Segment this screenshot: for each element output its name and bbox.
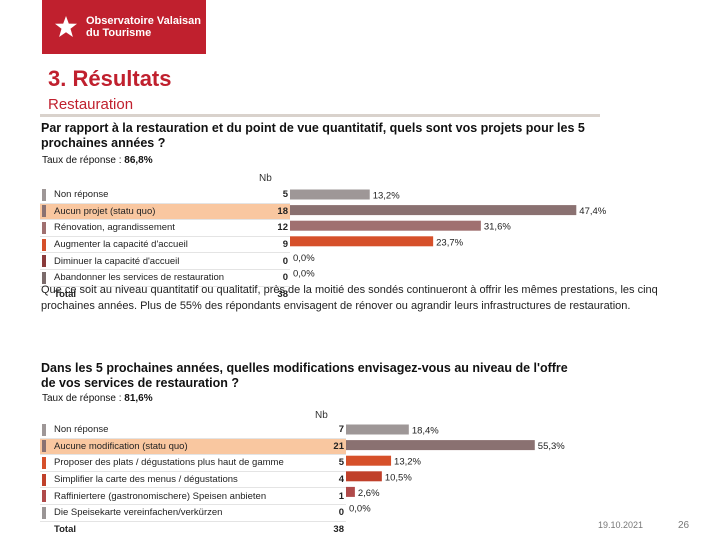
chart-1-row: Diminuer la capacité d'accueil 0 (40, 253, 290, 270)
category-label: Augmenter la capacité d'accueil (54, 239, 188, 251)
count-value: 5 (282, 189, 288, 201)
chart-2-row: Aucune modification (statu quo) 21 (40, 438, 346, 456)
count-value: 5 (338, 457, 344, 469)
count-value: 0 (338, 507, 344, 519)
chart-1-response-rate: Taux de réponse : 86,8% (42, 155, 153, 166)
category-label: Rénovation, agrandissement (54, 222, 175, 234)
count-value: 4 (338, 474, 344, 486)
bar (346, 471, 382, 482)
chart-1-row: Non réponse 5 (40, 187, 290, 204)
category-label: Non réponse (54, 189, 109, 201)
category-label: Non réponse (54, 424, 109, 436)
category-label: Proposer des plats / dégustations plus h… (54, 457, 284, 469)
chart-1-total-row: Total 38 (40, 287, 290, 303)
chart-2-row: Raffiniertere (gastronomischere) Speisen… (40, 488, 346, 505)
total-value: 38 (333, 523, 344, 535)
legend-swatch (42, 506, 46, 519)
chart-2-row: Proposer des plats / dégustations plus h… (40, 455, 346, 472)
total-value: 38 (277, 288, 288, 300)
chart-1-response-rate-value: 86,8% (124, 155, 153, 166)
chart-1-title: Par rapport à la restauration et du poin… (41, 121, 585, 150)
chart-2-row: Die Speisekarte vereinfachen/verkürzen 0 (40, 505, 346, 522)
legend-swatch (42, 473, 46, 486)
data-label: 47,4% (579, 206, 606, 217)
chart-1-bars: 13,2% 47,4% 31,6% 23,7% 0,0% 0,0% (290, 189, 607, 280)
chart-2-table: Non réponse 7 Aucune modification (statu q… (40, 422, 346, 537)
bar (290, 220, 481, 231)
data-label: 18,4% (412, 426, 439, 437)
chart-2-bars: 18,4% 55,3% 13,2% 10,5% 2,6% 0,0% (346, 424, 565, 515)
chart-1-row: Augmenter la capacité d'accueil 9 (40, 237, 290, 254)
chart-2-row: Non réponse 7 (40, 422, 346, 439)
chart-1-row: Abandonner les services de restauration 0 (40, 270, 290, 287)
data-label: 31,6% (484, 222, 511, 233)
legend-swatch (42, 490, 46, 503)
chart-2-row: Simplifier la carte des menus / dégustat… (40, 472, 346, 489)
legend-swatch (42, 456, 46, 469)
count-value: 21 (333, 440, 344, 452)
data-label: 13,2% (373, 191, 400, 202)
legend-swatch (42, 440, 46, 453)
chart-2-response-rate-label: Taux de réponse : (42, 393, 125, 404)
data-label: 0,0% (293, 269, 315, 280)
category-label: Abandonner les services de restauration (54, 272, 225, 284)
legend-swatch (42, 205, 46, 218)
title-underline (40, 114, 600, 117)
bar (290, 236, 434, 247)
chart-2-count-header: Nb (315, 410, 328, 421)
legend-swatch (42, 238, 46, 251)
category-label: Raffiniertere (gastronomischere) Speisen… (54, 490, 267, 502)
data-label: 55,3% (538, 441, 565, 452)
bar (346, 424, 409, 435)
data-label: 13,2% (394, 457, 421, 468)
logo-line-1: Observatoire Valaisan (86, 15, 201, 27)
count-value: 9 (282, 239, 288, 251)
star-icon (55, 16, 77, 37)
bar (346, 455, 392, 466)
footer-date: 19.10.2021 (598, 520, 644, 530)
logo: Observatoire Valaisan du Tourisme (42, 0, 206, 54)
count-value: 18 (277, 205, 288, 217)
category-label: Die Speisekarte vereinfachen/verkürzen (54, 507, 223, 519)
data-label: 23,7% (436, 237, 463, 248)
total-label: Total (54, 523, 76, 535)
chart-1-row: Aucun projet (statu quo) 18 (40, 203, 290, 221)
chart-2-total-row: Total 38 (40, 522, 346, 538)
category-label: Aucune modification (statu quo) (54, 440, 188, 452)
count-value: 0 (282, 255, 288, 267)
page-number: 26 (678, 520, 690, 531)
bar (346, 486, 355, 497)
data-label: 2,6% (358, 488, 380, 499)
chart-2-response-rate: Taux de réponse : 81,6% (42, 393, 153, 404)
chart-2-response-rate-value: 81,6% (124, 393, 153, 404)
data-label: 10,5% (385, 472, 412, 483)
chart-1-count-header: Nb (259, 173, 272, 184)
count-value: 0 (282, 272, 288, 284)
legend-swatch (42, 271, 46, 284)
chart-2-title: Dans les 5 prochaines années, quelles mo… (41, 361, 568, 390)
legend-swatch (42, 188, 46, 201)
bar (346, 440, 535, 451)
legend-swatch (42, 221, 46, 234)
count-value: 7 (338, 424, 344, 436)
category-label: Aucun projet (statu quo) (54, 205, 156, 217)
data-label: 0,0% (293, 253, 315, 264)
total-label: Total (54, 288, 76, 300)
count-value: 1 (338, 490, 344, 502)
chart-1-row: Rénovation, agrandissement 12 (40, 220, 290, 237)
chart-1-table: Non réponse 5 Aucun projet (statu quo) 18 Ré… (40, 187, 290, 302)
category-label: Simplifier la carte des menus / dégustat… (54, 474, 238, 486)
commentary-text: Que ce soit au niveau quantitatif ou qua… (41, 284, 658, 312)
category-label: Diminuer la capacité d'accueil (54, 255, 180, 267)
page-subtitle: Restauration (48, 96, 134, 113)
legend-swatch (42, 255, 46, 268)
page-title: 3. Résultats (48, 66, 172, 91)
chart-1-response-rate-label: Taux de réponse : (42, 155, 125, 166)
bar (290, 205, 577, 216)
data-label: 0,0% (349, 504, 371, 515)
count-value: 12 (277, 222, 288, 234)
logo-line-2: du Tourisme (86, 27, 152, 39)
bar (290, 189, 370, 200)
legend-swatch (42, 423, 46, 436)
